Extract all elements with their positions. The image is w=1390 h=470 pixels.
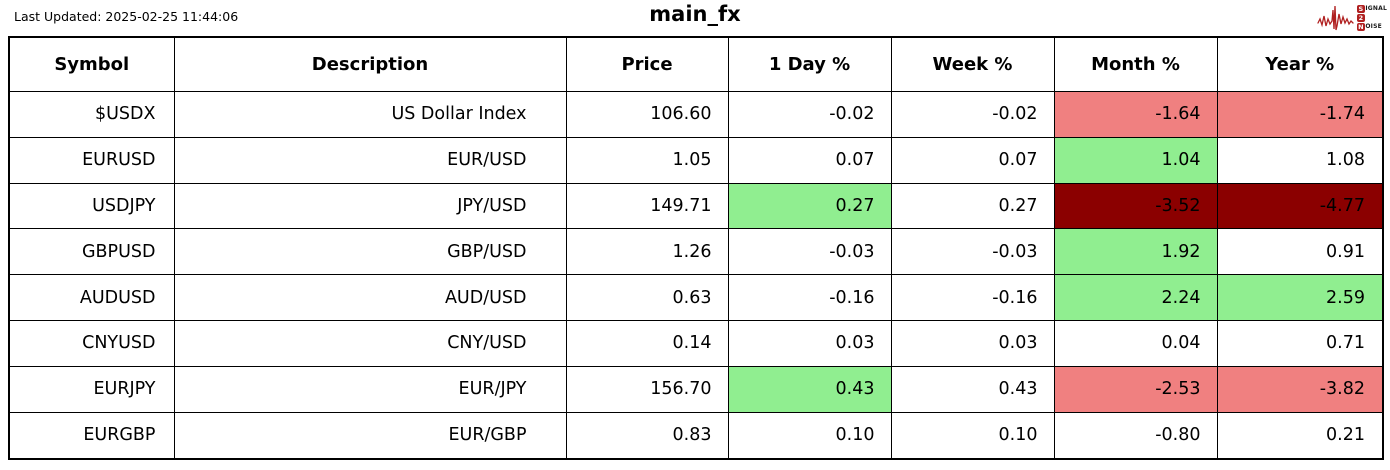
cell-year-pct: 2.59	[1216, 274, 1384, 322]
table-body: $USDX US Dollar Index 106.60 -0.02 -0.02 -1.6…	[8, 91, 1384, 460]
cell-price: 149.71	[565, 182, 729, 230]
column-header-week-pct: Week %	[890, 36, 1055, 92]
cell-week-pct: -0.03	[890, 228, 1055, 276]
cell-month-pct: -1.64	[1053, 91, 1218, 138]
cell-month-pct: -2.53	[1053, 365, 1218, 413]
signal2noise-logo: S IGNAL 2 N OISE	[1317, 2, 1387, 34]
cell-month-pct: -0.80	[1053, 411, 1218, 460]
column-header-year-pct: Year %	[1216, 36, 1384, 92]
table-row: GBPUSD GBP/USD 1.26 -0.03 -0.03 1.92 0.91	[8, 228, 1384, 276]
cell-year-pct: -3.82	[1216, 365, 1384, 413]
cell-week-pct: 0.10	[890, 411, 1055, 460]
table-row: EURJPY EUR/JPY 156.70 0.43 0.43 -2.53 -3.82	[8, 365, 1384, 413]
cell-week-pct: 0.03	[890, 320, 1055, 367]
cell-symbol: EURJPY	[8, 365, 175, 413]
cell-day-pct: -0.03	[727, 228, 892, 276]
cell-year-pct: -1.74	[1216, 91, 1384, 138]
cell-price: 1.05	[565, 136, 729, 184]
cell-price: 0.14	[565, 320, 729, 367]
cell-month-pct: 0.04	[1053, 320, 1218, 367]
last-updated-label: Last Updated: 2025-02-25 11:44:06	[14, 9, 239, 24]
logo-letter-box: N	[1356, 22, 1365, 31]
logo-letter-box: 2	[1356, 13, 1365, 22]
cell-symbol: CNYUSD	[8, 320, 175, 367]
waveform-icon	[1317, 5, 1354, 31]
logo-text-row: 2	[1356, 13, 1387, 22]
logo-letter-box: S	[1356, 4, 1365, 13]
cell-day-pct: 0.03	[727, 320, 892, 367]
cell-week-pct: -0.16	[890, 274, 1055, 322]
cell-description: AUD/USD	[173, 274, 567, 322]
table-row: AUDUSD AUD/USD 0.63 -0.16 -0.16 2.24 2.59	[8, 274, 1384, 322]
cell-day-pct: 0.10	[727, 411, 892, 460]
cell-price: 1.26	[565, 228, 729, 276]
table-row: $USDX US Dollar Index 106.60 -0.02 -0.02 -1.6…	[8, 91, 1384, 138]
table-row: USDJPY JPY/USD 149.71 0.27 0.27 -3.52 -4.77	[8, 182, 1384, 230]
cell-year-pct: 0.71	[1216, 320, 1384, 367]
cell-price: 156.70	[565, 365, 729, 413]
fx-table: Symbol Description Price 1 Day % Week % …	[8, 36, 1384, 460]
cell-day-pct: -0.02	[727, 91, 892, 138]
cell-symbol: AUDUSD	[8, 274, 175, 322]
logo-letter-rest: IGNAL	[1365, 5, 1387, 12]
table-row: CNYUSD CNY/USD 0.14 0.03 0.03 0.04 0.71	[8, 320, 1384, 367]
cell-day-pct: 0.43	[727, 365, 892, 413]
logo-text-row: S IGNAL	[1356, 4, 1387, 13]
cell-symbol: GBPUSD	[8, 228, 175, 276]
cell-month-pct: 1.92	[1053, 228, 1218, 276]
table-header-row: Symbol Description Price 1 Day % Week % …	[8, 36, 1384, 92]
table-row: EURUSD EUR/USD 1.05 0.07 0.07 1.04 1.08	[8, 136, 1384, 184]
cell-description: US Dollar Index	[173, 91, 567, 138]
cell-day-pct: 0.07	[727, 136, 892, 184]
cell-day-pct: 0.27	[727, 182, 892, 230]
cell-price: 106.60	[565, 91, 729, 138]
cell-description: EUR/USD	[173, 136, 567, 184]
cell-month-pct: -3.52	[1053, 182, 1218, 230]
cell-symbol: EURUSD	[8, 136, 175, 184]
logo-text: S IGNAL 2 N OISE	[1356, 4, 1387, 32]
cell-month-pct: 2.24	[1053, 274, 1218, 322]
cell-symbol: EURGBP	[8, 411, 175, 460]
cell-symbol: USDJPY	[8, 182, 175, 230]
waveform-line	[1317, 5, 1354, 31]
column-header-symbol: Symbol	[8, 36, 175, 92]
cell-year-pct: 0.21	[1216, 411, 1384, 460]
logo-letter-rest: OISE	[1365, 23, 1382, 30]
cell-year-pct: 0.91	[1216, 228, 1384, 276]
cell-month-pct: 1.04	[1053, 136, 1218, 184]
cell-week-pct: 0.27	[890, 182, 1055, 230]
cell-description: GBP/USD	[173, 228, 567, 276]
cell-week-pct: 0.07	[890, 136, 1055, 184]
cell-week-pct: -0.02	[890, 91, 1055, 138]
cell-price: 0.63	[565, 274, 729, 322]
cell-price: 0.83	[565, 411, 729, 460]
cell-year-pct: -4.77	[1216, 182, 1384, 230]
page-title: main_fx	[649, 2, 741, 26]
cell-year-pct: 1.08	[1216, 136, 1384, 184]
table-row: EURGBP EUR/GBP 0.83 0.10 0.10 -0.80 0.21	[8, 411, 1384, 460]
column-header-price: Price	[565, 36, 729, 92]
cell-description: CNY/USD	[173, 320, 567, 367]
column-header-month-pct: Month %	[1053, 36, 1218, 92]
cell-description: EUR/JPY	[173, 365, 567, 413]
cell-week-pct: 0.43	[890, 365, 1055, 413]
column-header-description: Description	[173, 36, 567, 92]
logo-text-row: N OISE	[1356, 22, 1387, 31]
cell-description: EUR/GBP	[173, 411, 567, 460]
cell-description: JPY/USD	[173, 182, 567, 230]
cell-symbol: $USDX	[8, 91, 175, 138]
cell-day-pct: -0.16	[727, 274, 892, 322]
column-header-day-pct: 1 Day %	[727, 36, 892, 92]
